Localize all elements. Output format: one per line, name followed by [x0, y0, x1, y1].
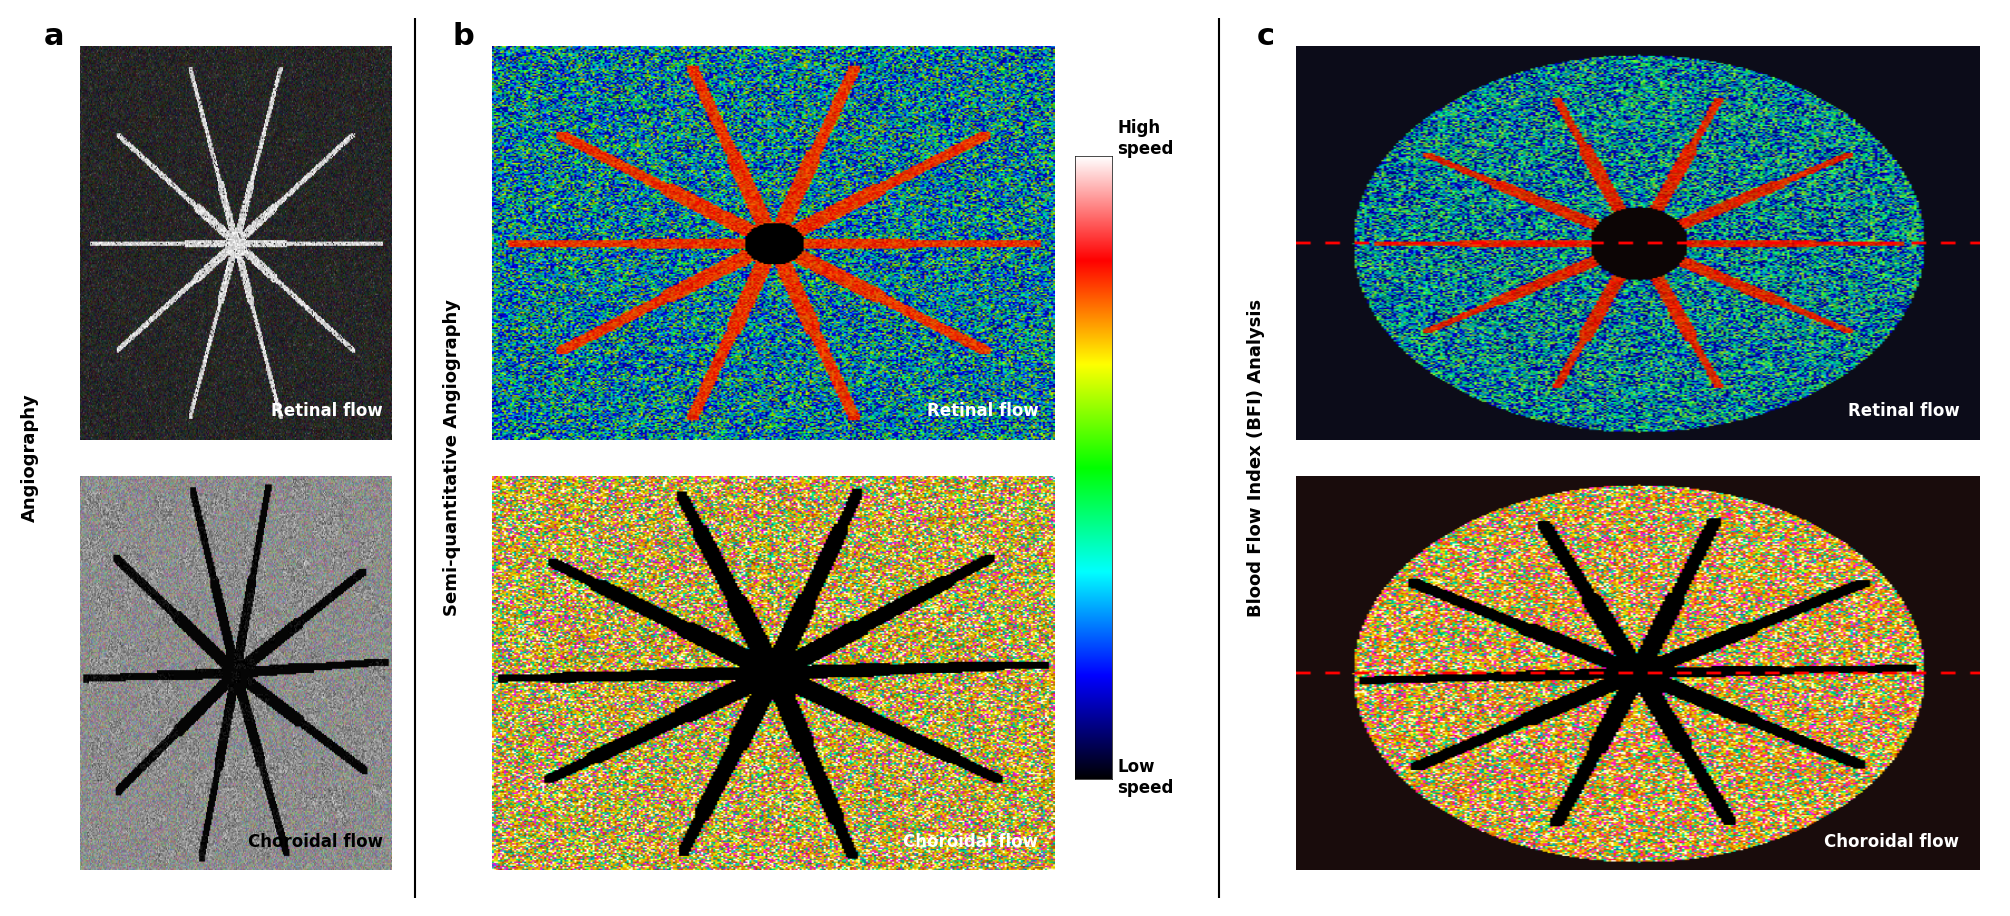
Text: Low
speed: Low speed: [1118, 758, 1174, 797]
Text: Angiography: Angiography: [22, 394, 38, 522]
Text: Retinal flow: Retinal flow: [1847, 402, 1960, 420]
Text: High
speed: High speed: [1118, 119, 1174, 158]
Text: Retinal flow: Retinal flow: [927, 402, 1039, 420]
Text: Choroidal flow: Choroidal flow: [902, 833, 1039, 850]
Text: c: c: [1256, 22, 1274, 51]
Text: Choroidal flow: Choroidal flow: [1825, 833, 1960, 850]
Text: Semi-quantitative Angiography: Semi-quantitative Angiography: [444, 300, 460, 616]
Text: a: a: [44, 22, 64, 51]
Text: Retinal flow: Retinal flow: [271, 402, 382, 420]
Text: b: b: [452, 22, 474, 51]
Text: Blood Flow Index (BFI) Analysis: Blood Flow Index (BFI) Analysis: [1248, 299, 1264, 617]
Text: Choroidal flow: Choroidal flow: [247, 833, 382, 850]
